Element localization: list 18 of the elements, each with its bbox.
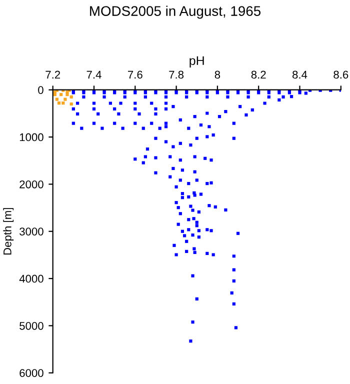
x-tick-label: 8.2 [251, 70, 266, 79]
y-axis-title: Depth [m] [3, 208, 14, 255]
chart-title: MODS2005 in August, 1965 [90, 6, 261, 19]
x-tick-label: 7.8 [169, 70, 184, 79]
y-tick-label: 2000 [20, 180, 44, 188]
y-tick-label: 5000 [20, 322, 44, 330]
x-tick-label: 7.2 [46, 70, 60, 79]
y-tick-label: 1000 [20, 133, 44, 142]
y-tick-label: 4000 [19, 274, 44, 283]
x-tick-label: 7.4 [86, 70, 102, 79]
y-tick-label: 3000 [20, 228, 44, 236]
x-tick-label: 7.6 [128, 70, 142, 79]
x-axis-title: pH [190, 56, 204, 68]
y-tick-label: 0 [38, 86, 44, 94]
x-tick-label: 8.4 [292, 70, 308, 79]
y-tick-label: 6000 [20, 369, 44, 377]
x-tick-label: 8.6 [334, 70, 348, 79]
x-tick-label: 8 [214, 70, 220, 79]
